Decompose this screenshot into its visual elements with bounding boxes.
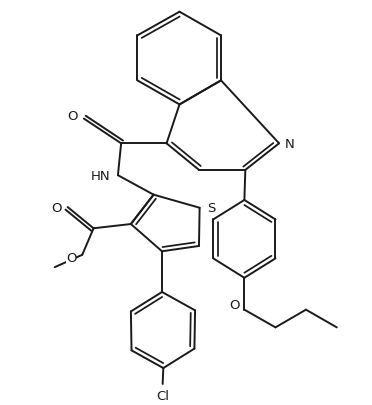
Text: S: S xyxy=(207,202,216,215)
Text: O: O xyxy=(68,110,78,123)
Text: O: O xyxy=(51,201,62,214)
Text: O: O xyxy=(229,298,240,311)
Text: O: O xyxy=(66,252,77,264)
Text: Cl: Cl xyxy=(156,389,169,402)
Text: HN: HN xyxy=(91,169,110,182)
Text: N: N xyxy=(285,137,295,151)
